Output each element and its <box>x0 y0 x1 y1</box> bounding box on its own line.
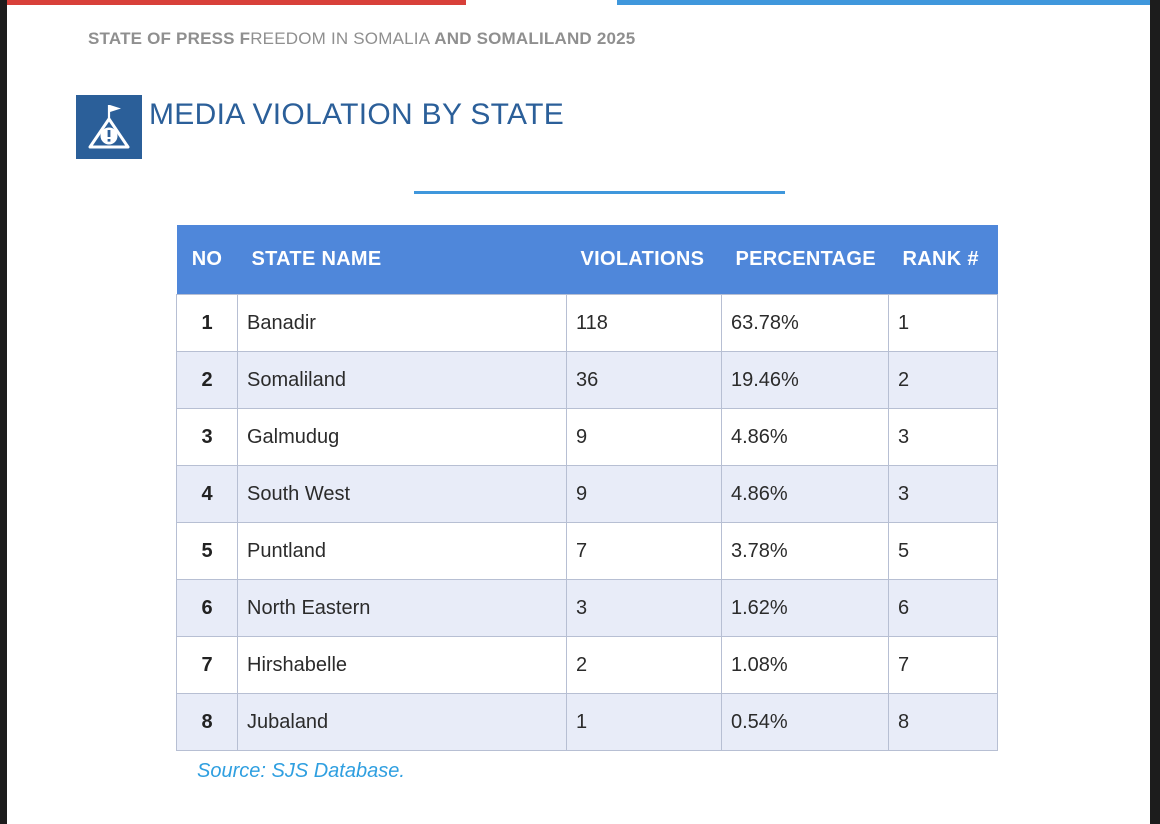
top-accent-bar-blue <box>617 0 1150 5</box>
cell-percentage: 1.08% <box>721 636 889 694</box>
cell-violations: 3 <box>566 579 722 637</box>
flag-warning-icon <box>76 95 142 159</box>
table-row: 7 Hirshabelle 2 1.08% 7 <box>176 636 998 694</box>
cell-state-name: Jubaland <box>237 693 567 751</box>
cell-violations: 1 <box>566 693 722 751</box>
cell-state-name: Somaliland <box>237 351 567 409</box>
cell-violations: 118 <box>566 294 722 352</box>
cell-rank: 3 <box>888 465 998 523</box>
cell-rank: 5 <box>888 522 998 580</box>
cell-state-name: South West <box>237 465 567 523</box>
cell-rank: 1 <box>888 294 998 352</box>
column-header-rank: RANK # <box>888 225 998 295</box>
cell-rank: 7 <box>888 636 998 694</box>
cell-state-name: Hirshabelle <box>237 636 567 694</box>
cell-state-name: North Eastern <box>237 579 567 637</box>
table-row: 3 Galmudug 9 4.86% 3 <box>176 408 998 466</box>
cell-no: 7 <box>176 636 238 694</box>
cell-percentage: 1.62% <box>721 579 889 637</box>
cell-no: 4 <box>176 465 238 523</box>
cell-percentage: 4.86% <box>721 465 889 523</box>
cell-percentage: 0.54% <box>721 693 889 751</box>
table-row: 5 Puntland 7 3.78% 5 <box>176 522 998 580</box>
table-row: 8 Jubaland 1 0.54% 8 <box>176 693 998 751</box>
table-row: 1 Banadir 118 63.78% 1 <box>176 294 998 352</box>
report-page: STATE OF PRESS FREEDOM IN SOMALIA AND SO… <box>7 0 1150 824</box>
running-header-part-2: REEDOM IN SOMALIA <box>250 29 435 48</box>
column-header-state-name: STATE NAME <box>237 225 567 295</box>
cell-no: 3 <box>176 408 238 466</box>
cell-violations: 9 <box>566 408 722 466</box>
table-row: 4 South West 9 4.86% 3 <box>176 465 998 523</box>
cell-state-name: Puntland <box>237 522 567 580</box>
cell-percentage: 63.78% <box>721 294 889 352</box>
cell-rank: 6 <box>888 579 998 637</box>
table-body: 1 Banadir 118 63.78% 1 2 Somaliland 36 1… <box>176 294 998 751</box>
cell-percentage: 4.86% <box>721 408 889 466</box>
table-row: 2 Somaliland 36 19.46% 2 <box>176 351 998 409</box>
cell-violations: 36 <box>566 351 722 409</box>
running-header: STATE OF PRESS FREEDOM IN SOMALIA AND SO… <box>88 29 635 49</box>
running-header-part-1: STATE OF PRESS F <box>88 29 251 48</box>
cell-violations: 2 <box>566 636 722 694</box>
section-title: MEDIA VIOLATION BY STATE <box>149 98 565 131</box>
cell-state-name: Galmudug <box>237 408 567 466</box>
cell-no: 1 <box>176 294 238 352</box>
cell-no: 2 <box>176 351 238 409</box>
source-note: Source: SJS Database. <box>197 760 405 782</box>
cell-no: 5 <box>176 522 238 580</box>
cell-no: 6 <box>176 579 238 637</box>
cell-percentage: 3.78% <box>721 522 889 580</box>
table-header: NO STATE NAME VIOLATIONS PERCENTAGE RANK… <box>176 225 998 295</box>
cell-state-name: Banadir <box>237 294 567 352</box>
cell-rank: 2 <box>888 351 998 409</box>
cell-no: 8 <box>176 693 238 751</box>
cell-rank: 3 <box>888 408 998 466</box>
cell-percentage: 19.46% <box>721 351 889 409</box>
top-accent-bar-red <box>7 0 466 5</box>
cell-violations: 9 <box>566 465 722 523</box>
running-header-part-3: AND SOMALILAND 2025 <box>434 29 636 48</box>
column-header-percentage: PERCENTAGE <box>721 225 889 295</box>
column-header-no: NO <box>176 225 238 295</box>
violations-table: NO STATE NAME VIOLATIONS PERCENTAGE RANK… <box>176 225 998 751</box>
column-header-violations: VIOLATIONS <box>566 225 722 295</box>
cell-violations: 7 <box>566 522 722 580</box>
table-header-row: NO STATE NAME VIOLATIONS PERCENTAGE RANK… <box>176 225 998 295</box>
table-row: 6 North Eastern 3 1.62% 6 <box>176 579 998 637</box>
cell-rank: 8 <box>888 693 998 751</box>
title-divider <box>414 191 785 194</box>
